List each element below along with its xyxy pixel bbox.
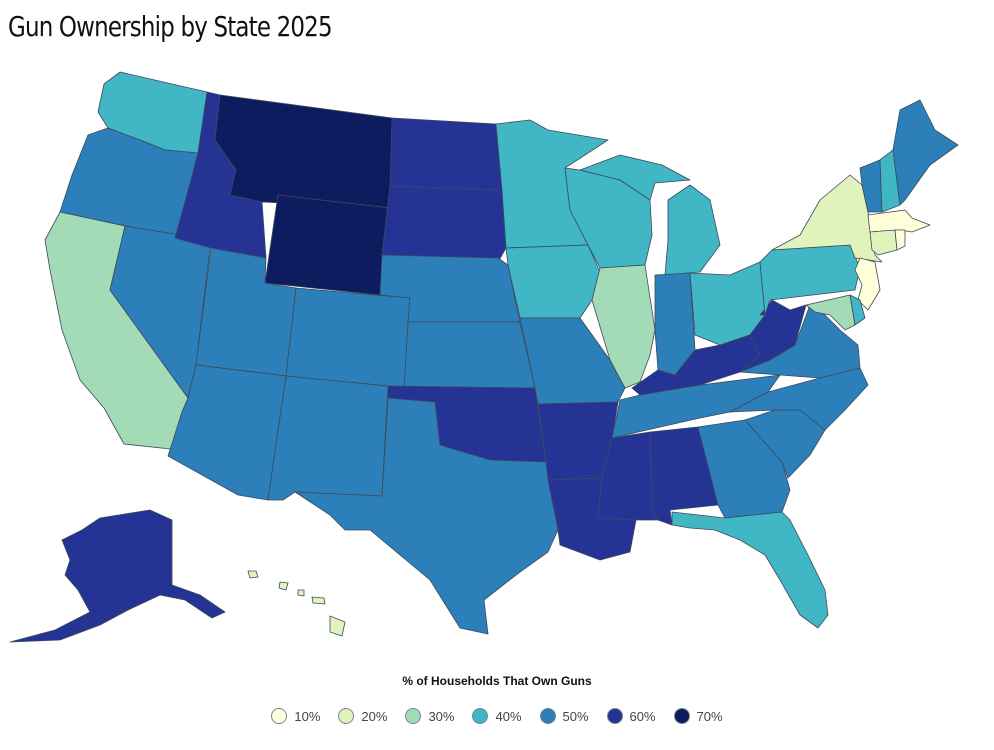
legend-item[interactable]: 40% <box>472 708 522 724</box>
legend-item[interactable]: 60% <box>606 708 656 724</box>
state-RI[interactable] <box>894 229 906 251</box>
state-VT[interactable] <box>859 159 883 213</box>
legend-item[interactable]: 50% <box>539 708 589 724</box>
legend-swatch <box>673 708 690 724</box>
legend-label: 40% <box>495 708 522 724</box>
state-NC[interactable] <box>729 367 869 431</box>
legend-item[interactable]: 10% <box>271 708 320 724</box>
legend-swatch <box>405 708 422 724</box>
legend-label: 20% <box>361 708 388 724</box>
state-CO[interactable] <box>285 287 411 389</box>
state-FL[interactable] <box>671 511 829 629</box>
legend-swatch <box>271 708 288 724</box>
legend-label: 30% <box>428 708 455 724</box>
state-IA[interactable] <box>505 244 601 319</box>
state-MO[interactable] <box>519 317 626 405</box>
legend-label: 70% <box>696 708 723 724</box>
legend: 10% 20% 30% 40% 50% 60% 70% <box>0 708 994 724</box>
us-choropleth-map <box>9 71 959 643</box>
state-ND[interactable] <box>389 117 503 191</box>
state-MI[interactable] <box>579 154 721 276</box>
page-title: Gun Ownership by State 2025 <box>8 10 333 43</box>
state-ME[interactable] <box>892 99 959 206</box>
legend-swatch <box>606 708 623 724</box>
legend-title: % of Households That Own Guns <box>402 674 592 688</box>
state-CT[interactable] <box>869 229 898 256</box>
state-WV[interactable] <box>739 299 807 373</box>
state-NJ[interactable] <box>854 257 881 311</box>
legend-swatch <box>539 708 556 724</box>
state-AK[interactable] <box>9 509 226 643</box>
legend-label: 10% <box>294 708 321 724</box>
legend-label: 60% <box>629 708 656 724</box>
legend-item[interactable]: 70% <box>673 708 723 724</box>
state-MA[interactable] <box>867 209 931 233</box>
legend-item[interactable]: 20% <box>338 708 387 724</box>
state-TX[interactable] <box>294 397 559 635</box>
legend-swatch <box>472 708 489 724</box>
state-SD[interactable] <box>381 185 507 263</box>
legend-swatch <box>338 708 355 724</box>
state-DE[interactable] <box>849 294 866 326</box>
state-NM[interactable] <box>267 375 389 501</box>
state-KS[interactable] <box>403 321 536 389</box>
state-MT[interactable] <box>214 94 393 209</box>
legend-item[interactable]: 30% <box>405 708 454 724</box>
legend-label: 50% <box>562 708 589 724</box>
state-WY[interactable] <box>264 194 391 296</box>
state-HI[interactable] <box>247 570 346 637</box>
